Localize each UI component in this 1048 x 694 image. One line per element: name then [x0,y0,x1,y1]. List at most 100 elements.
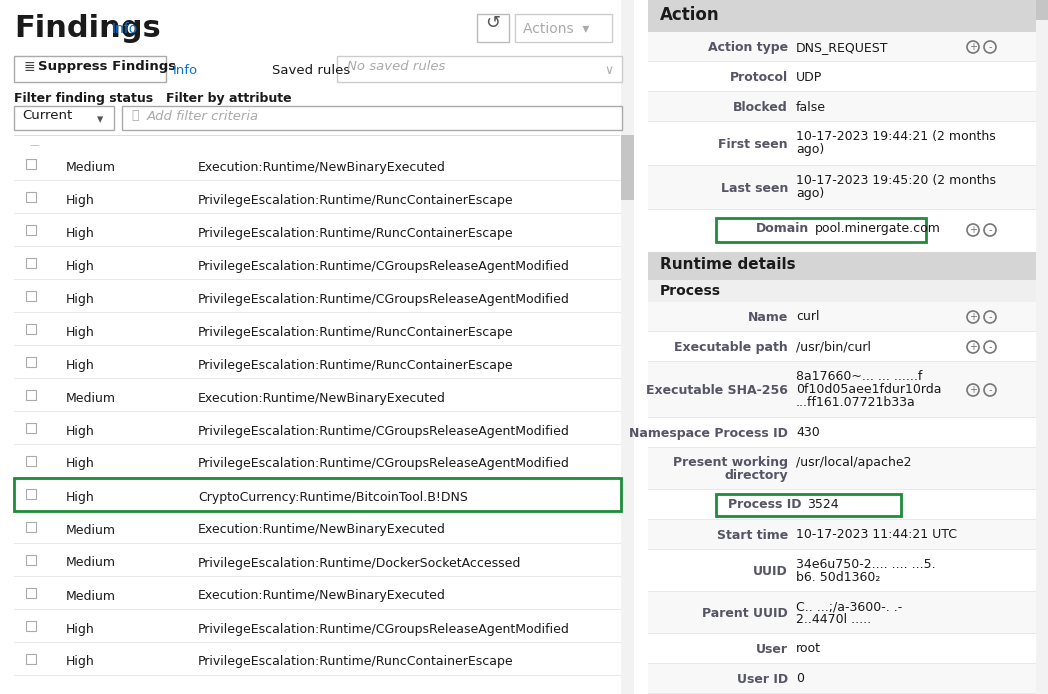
Text: +: + [969,225,977,235]
Bar [1036,0,1048,694]
Bar [26,225,36,235]
Text: Medium: Medium [66,523,116,536]
Text: PrivilegeEscalation:Runtime/CGroupsReleaseAgentModified: PrivilegeEscalation:Runtime/CGroupsRelea… [198,457,570,471]
Text: ↺: ↺ [485,14,501,32]
Text: UDP: UDP [796,71,823,84]
Text: PrivilegeEscalation:Runtime/CGroupsReleaseAgentModified: PrivilegeEscalation:Runtime/CGroupsRelea… [198,260,570,273]
Text: PrivilegeEscalation:Runtime/CGroupsReleaseAgentModified: PrivilegeEscalation:Runtime/CGroupsRelea… [198,292,570,305]
Bar [477,14,509,42]
Text: Executable path: Executable path [674,341,788,354]
Bar [26,423,36,433]
Bar [648,166,1036,210]
Bar [14,411,621,412]
Text: High: High [66,656,94,668]
Text: Actions  ▾: Actions ▾ [523,22,589,36]
Bar [14,379,621,412]
Bar [26,555,36,565]
Bar [14,378,621,379]
Text: -: - [988,385,991,395]
Bar [648,0,1048,694]
Text: Filter by attribute: Filter by attribute [166,92,291,105]
Text: /usr/local/apache2: /usr/local/apache2 [796,456,912,469]
Text: b6. 50d1360₂: b6. 50d1360₂ [796,571,880,584]
Bar [26,159,36,169]
Bar [26,390,36,400]
Text: PrivilegeEscalation:Runtime/CGroupsReleaseAgentModified: PrivilegeEscalation:Runtime/CGroupsRelea… [198,623,570,636]
Bar [648,663,1036,664]
Text: ago): ago) [796,143,824,156]
Bar [14,346,621,379]
Text: Medium: Medium [66,391,116,405]
Bar [26,357,36,367]
Text: User ID: User ID [737,673,788,686]
Bar [14,544,621,577]
Text: Last seen: Last seen [721,182,788,195]
Text: PrivilegeEscalation:Runtime/RuncContainerEscape: PrivilegeEscalation:Runtime/RuncContaine… [198,325,514,339]
Text: Saved rules: Saved rules [272,64,350,77]
Bar [648,91,1036,92]
Bar [14,643,621,676]
Bar [648,165,1036,166]
Text: Present working: Present working [673,456,788,469]
Bar [14,642,621,643]
Text: Suppress Findings: Suppress Findings [38,60,176,73]
Text: User: User [756,643,788,656]
Bar [26,192,36,202]
Text: 2..4470l .....: 2..4470l ..... [796,613,871,626]
Text: ▾: ▾ [96,113,103,126]
Bar [26,654,36,664]
Text: 0: 0 [796,672,804,685]
Text: 8a17660~... ... ......f: 8a17660~... ... ......f [796,370,922,383]
Bar [716,494,901,516]
Bar [648,92,1036,122]
Bar [14,345,621,346]
Bar [0,0,634,694]
Text: 34e6u750-2.... .... ...5.: 34e6u750-2.... .... ...5. [796,558,936,571]
Bar [14,576,621,577]
Text: Action: Action [660,6,720,24]
Text: ...ff161.07721b33a: ...ff161.07721b33a [796,396,916,409]
Text: Info: Info [112,22,138,36]
Text: 10-17-2023 19:45:20 (2 months: 10-17-2023 19:45:20 (2 months [796,174,996,187]
Text: Medium: Medium [66,589,116,602]
Bar [14,610,621,643]
Bar [621,0,634,694]
Bar [648,121,1036,122]
Bar [648,550,1036,592]
Text: High: High [66,325,94,339]
Text: First seen: First seen [718,138,788,151]
Bar [26,291,36,301]
Text: PrivilegeEscalation:Runtime/CGroupsReleaseAgentModified: PrivilegeEscalation:Runtime/CGroupsRelea… [198,425,570,437]
Bar [648,447,1036,448]
Text: High: High [66,457,94,471]
Text: High: High [66,194,94,207]
Bar [14,312,621,313]
Text: PrivilegeEscalation:Runtime/RuncContainerEscape: PrivilegeEscalation:Runtime/RuncContaine… [198,359,514,371]
Bar [14,478,621,511]
Bar [648,592,1036,634]
Text: Filter finding status: Filter finding status [14,92,153,105]
Bar [14,148,621,181]
Text: Runtime details: Runtime details [660,257,795,272]
Bar [14,313,621,346]
Bar [648,664,1036,694]
Text: Medium: Medium [66,557,116,570]
Text: Execution:Runtime/NewBinaryExecuted: Execution:Runtime/NewBinaryExecuted [198,160,445,174]
Bar [14,477,621,478]
Text: +: + [969,385,977,395]
Bar [26,588,36,598]
Text: High: High [66,491,94,504]
Text: Info: Info [173,64,198,77]
Text: No saved rules: No saved rules [347,60,445,73]
Text: 10-17-2023 11:44:21 UTC: 10-17-2023 11:44:21 UTC [796,528,957,541]
Text: PrivilegeEscalation:Runtime/RuncContainerEscape: PrivilegeEscalation:Runtime/RuncContaine… [198,656,514,668]
Bar [14,609,621,610]
Text: ago): ago) [796,187,824,200]
Text: Add filter criteria: Add filter criteria [147,110,259,123]
Bar [648,122,1036,166]
Text: Blocked: Blocked [734,101,788,114]
Bar [648,634,1036,664]
Bar [337,56,623,82]
Bar [515,14,612,42]
Text: directory: directory [724,469,788,482]
